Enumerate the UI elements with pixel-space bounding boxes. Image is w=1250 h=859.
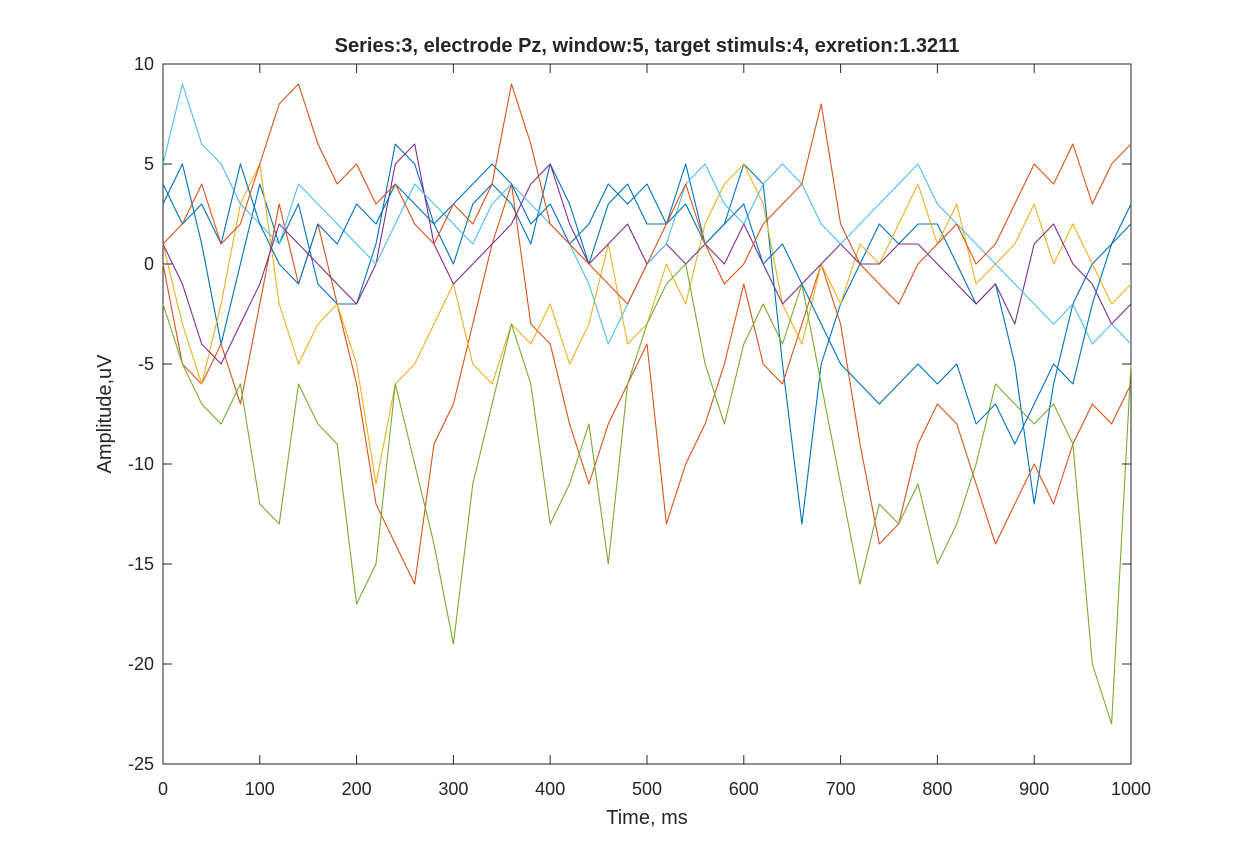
y-tick-label: 5 xyxy=(144,154,154,174)
x-tick-label: 500 xyxy=(632,779,662,799)
x-tick-label: 1000 xyxy=(1111,779,1151,799)
y-tick-label: -25 xyxy=(128,754,154,774)
y-tick-label: -15 xyxy=(128,554,154,574)
x-axis-ticks: 0 100 200 300 400 500 600 700 800 900 1000 xyxy=(158,64,1151,799)
x-tick-label: 700 xyxy=(826,779,856,799)
y-axis-ticks: 10 5 0 -5 -10 -15 -20 -25 xyxy=(128,54,1131,774)
series-line-7 xyxy=(162,163,1132,445)
x-tick-label: 800 xyxy=(922,779,952,799)
x-tick-label: 300 xyxy=(438,779,468,799)
series-line-1 xyxy=(162,143,1132,525)
y-tick-label: -20 xyxy=(128,654,154,674)
x-axis-label: Time, ms xyxy=(606,807,687,829)
series-lines xyxy=(162,83,1132,725)
x-tick-label: 100 xyxy=(245,779,275,799)
series-line-2 xyxy=(162,183,1132,585)
x-tick-label: 0 xyxy=(158,779,168,799)
plot-area xyxy=(162,63,1132,765)
y-tick-label: -10 xyxy=(128,454,154,474)
y-tick-label: -5 xyxy=(138,354,154,374)
y-tick-label: 0 xyxy=(144,254,154,274)
x-tick-label: 200 xyxy=(342,779,372,799)
y-tick-label: 10 xyxy=(134,54,154,74)
chart-title: Series:3, electrode Pz, window:5, target… xyxy=(335,35,960,57)
x-tick-label: 900 xyxy=(1019,779,1049,799)
x-tick-label: 400 xyxy=(535,779,565,799)
series-line-8 xyxy=(162,83,1132,305)
series-line-5 xyxy=(162,263,1132,725)
x-tick-label: 600 xyxy=(729,779,759,799)
y-axis-label: Amplitude,uV xyxy=(94,354,116,474)
